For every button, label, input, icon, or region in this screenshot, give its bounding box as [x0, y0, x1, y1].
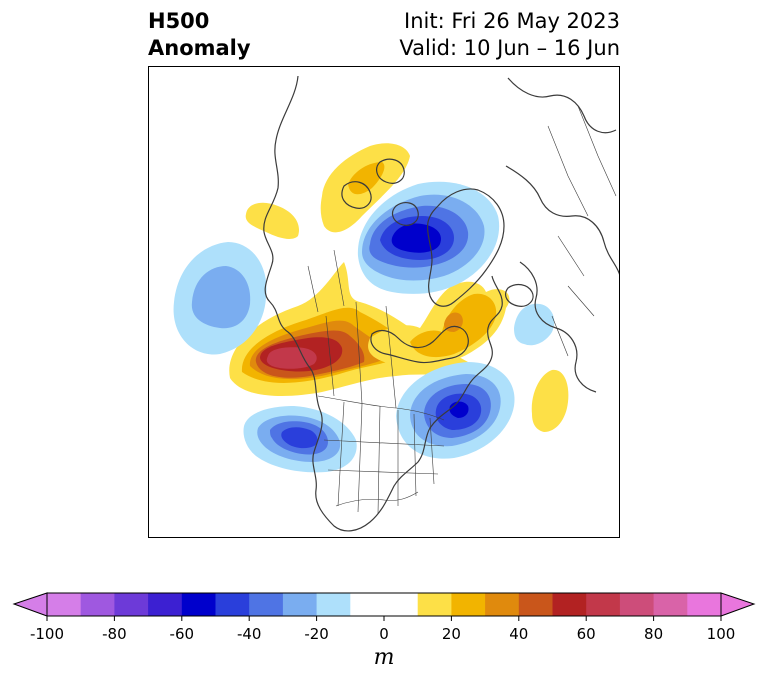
colorbar-ticks	[46, 616, 722, 621]
negative-anomaly-north-pacific	[173, 242, 267, 355]
colorbar-bin	[586, 593, 621, 616]
coastline-greenland	[426, 188, 505, 307]
colorbar-tick-label: 40	[509, 625, 529, 643]
map-frame	[148, 66, 620, 538]
colorbar-bin	[687, 593, 722, 616]
positive-anomaly-yukon	[245, 202, 300, 239]
political-boundaries	[307, 105, 617, 515]
colorbar	[12, 592, 756, 621]
colorbar-bin	[215, 593, 250, 616]
colorbar-bin	[148, 593, 183, 616]
colorbar-bin	[350, 593, 385, 616]
colorbar-bin	[619, 593, 654, 616]
negative-anomaly-western-us	[243, 406, 357, 473]
border-us-mexico	[335, 491, 419, 507]
colorbar-bin	[316, 593, 351, 616]
colorbar-bins	[47, 593, 722, 616]
positive-anomaly-north-atlantic	[531, 369, 569, 432]
colorbar-tick-label: 0	[379, 625, 389, 643]
colorbar-tick-label: -40	[236, 625, 262, 643]
colorbar-bin	[114, 593, 149, 616]
coastline-eurasia	[505, 77, 620, 393]
coastline-north-america	[263, 75, 503, 532]
title-line-2: Anomaly	[148, 36, 251, 60]
colorbar-tick-label: 100	[706, 625, 736, 643]
positive-anomaly-northern-canada	[320, 143, 410, 233]
colorbar-bin	[282, 593, 317, 616]
colorbar-bin	[181, 593, 216, 616]
negative-anomaly-northeast-us	[396, 362, 515, 459]
state-lines	[323, 401, 445, 515]
coastlines	[263, 75, 620, 532]
colorbar-bin	[518, 593, 553, 616]
colorbar-tick-label: 60	[576, 625, 596, 643]
title-line-1: H500	[148, 9, 210, 33]
forecast-dates: Init: Fri 26 May 2023 Valid: 10 Jun – 16…	[399, 8, 620, 62]
coastline-arctic-islands	[341, 158, 419, 226]
colorbar-tick-label: -20	[304, 625, 329, 643]
colorbar-unit-label: m	[373, 645, 395, 670]
colorbar-tick-label: -100	[29, 625, 65, 643]
colorbar-bin	[552, 593, 587, 616]
colorbar-bin	[384, 593, 419, 616]
colorbar-tick-label: 20	[441, 625, 461, 643]
map-title: H500 Anomaly	[148, 8, 251, 62]
anomaly-map	[148, 66, 620, 538]
colorbar-bin	[47, 593, 82, 616]
positive-anomaly-hudson-bay	[368, 281, 510, 368]
eurasia-borders	[547, 105, 617, 357]
colorbar-bin	[249, 593, 284, 616]
colorbar-bin	[451, 593, 486, 616]
colorbar-min-extend	[12, 592, 48, 617]
negative-anomaly-northeast-atlantic	[514, 303, 555, 346]
init-date: Init: Fri 26 May 2023	[404, 9, 620, 33]
colorbar-tick-label: -80	[102, 625, 127, 643]
colorbar-tick-label: 80	[644, 625, 664, 643]
colorbar-max-extend	[720, 592, 756, 617]
colorbar-bin	[417, 593, 452, 616]
province-lines	[307, 249, 397, 409]
valid-range: Valid: 10 Jun – 16 Jun	[399, 36, 620, 60]
coastline-iceland	[505, 283, 534, 307]
colorbar-bin	[653, 593, 688, 616]
colorbar-bin	[80, 593, 115, 616]
coastline-hudson-bay	[370, 325, 469, 364]
colorbar-tick-label: -60	[169, 625, 195, 643]
colorbar-bin	[485, 593, 520, 616]
